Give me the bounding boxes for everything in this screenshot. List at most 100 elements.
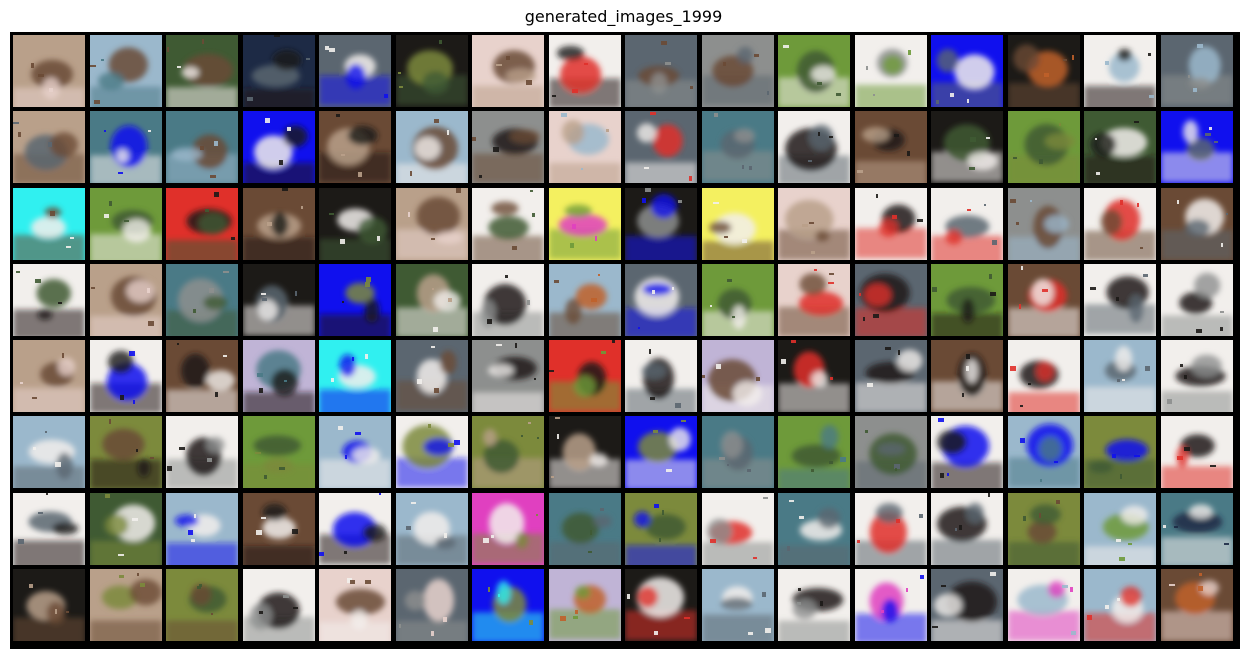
generated-image-tile (1160, 569, 1233, 642)
generated-image-tile (1084, 416, 1156, 489)
generated-image-tile (395, 569, 468, 642)
generated-image-tile (166, 35, 238, 107)
generated-image-tile (625, 416, 697, 489)
generated-image-tile (625, 111, 697, 184)
generated-image-tile (548, 492, 621, 565)
generated-image-tile (548, 416, 621, 489)
generated-image-tile (548, 35, 621, 107)
generated-image-tile (1160, 35, 1233, 107)
generated-image-tile (1084, 569, 1156, 642)
generated-image-tile (13, 492, 85, 565)
generated-image-tile (166, 263, 238, 336)
generated-image-tile (242, 187, 315, 260)
generated-image-tile (89, 111, 162, 184)
generated-image-tile (13, 35, 85, 107)
generated-image-tile (701, 111, 774, 184)
generated-image-tile (13, 263, 85, 336)
generated-image-tile (472, 340, 544, 413)
generated-image-tile (13, 187, 85, 260)
generated-image-tile (1084, 187, 1156, 260)
generated-image-tile (931, 416, 1003, 489)
generated-image-tile (854, 569, 927, 642)
generated-image-tile (778, 263, 850, 336)
generated-image-tile (548, 569, 621, 642)
generated-image-tile (701, 187, 774, 260)
generated-image-tile (242, 111, 315, 184)
generated-image-tile (472, 187, 544, 260)
generated-image-tile (548, 340, 621, 413)
generated-image-tile (319, 416, 391, 489)
generated-image-tile (931, 492, 1003, 565)
generated-image-tile (778, 492, 850, 565)
generated-image-tile (319, 492, 391, 565)
generated-image-tile (778, 111, 850, 184)
generated-image-tile (395, 263, 468, 336)
generated-image-tile (89, 187, 162, 260)
generated-image-tile (89, 263, 162, 336)
generated-image-tile (166, 340, 238, 413)
generated-image-tile (319, 111, 391, 184)
generated-image-tile (931, 569, 1003, 642)
generated-image-tile (1084, 340, 1156, 413)
generated-image-tile (395, 187, 468, 260)
generated-image-tile (701, 35, 774, 107)
generated-image-tile (1084, 35, 1156, 107)
generated-image-tile (319, 340, 391, 413)
generated-image-tile (1084, 263, 1156, 336)
generated-image-tile (166, 187, 238, 260)
generated-image-tile (1160, 111, 1233, 184)
generated-image-tile (89, 416, 162, 489)
generated-image-tile (395, 340, 468, 413)
generated-image-tile (13, 416, 85, 489)
generated-image-tile (89, 492, 162, 565)
generated-image-tile (701, 263, 774, 336)
generated-image-tile (395, 416, 468, 489)
generated-image-tile (701, 569, 774, 642)
generated-image-tile (931, 187, 1003, 260)
generated-image-tile (548, 263, 621, 336)
generated-image-tile (242, 263, 315, 336)
generated-image-tile (166, 569, 238, 642)
generated-image-tile (1007, 416, 1080, 489)
generated-image-tile (854, 111, 927, 184)
generated-image-tile (319, 187, 391, 260)
generated-image-tile (1160, 187, 1233, 260)
generated-image-tile (89, 569, 162, 642)
generated-image-tile (548, 187, 621, 260)
image-grid (13, 35, 1233, 642)
generated-image-tile (1007, 492, 1080, 565)
generated-image-tile (166, 416, 238, 489)
generated-image-tile (778, 569, 850, 642)
generated-image-tile (701, 416, 774, 489)
generated-image-tile (625, 569, 697, 642)
generated-image-tile (854, 187, 927, 260)
generated-image-tile (242, 492, 315, 565)
generated-image-tile (242, 35, 315, 107)
generated-image-tile (1160, 340, 1233, 413)
generated-image-tile (625, 340, 697, 413)
generated-image-tile (13, 340, 85, 413)
generated-image-tile (1084, 492, 1156, 565)
generated-image-tile (778, 340, 850, 413)
generated-image-tile (242, 416, 315, 489)
generated-image-tile (931, 35, 1003, 107)
generated-image-tile (854, 492, 927, 565)
generated-image-tile (89, 340, 162, 413)
generated-image-tile (472, 569, 544, 642)
generated-image-tile (625, 492, 697, 565)
generated-image-tile (854, 340, 927, 413)
generated-image-tile (13, 569, 85, 642)
image-grid-frame (10, 32, 1240, 649)
generated-image-tile (1007, 340, 1080, 413)
generated-image-tile (242, 340, 315, 413)
generated-image-tile (778, 416, 850, 489)
generated-image-tile (778, 35, 850, 107)
generated-image-tile (854, 263, 927, 336)
generated-image-tile (625, 263, 697, 336)
generated-image-tile (89, 35, 162, 107)
generated-image-tile (166, 111, 238, 184)
generated-image-tile (472, 111, 544, 184)
generated-image-tile (1007, 111, 1080, 184)
generated-image-tile (701, 340, 774, 413)
generated-image-tile (319, 35, 391, 107)
